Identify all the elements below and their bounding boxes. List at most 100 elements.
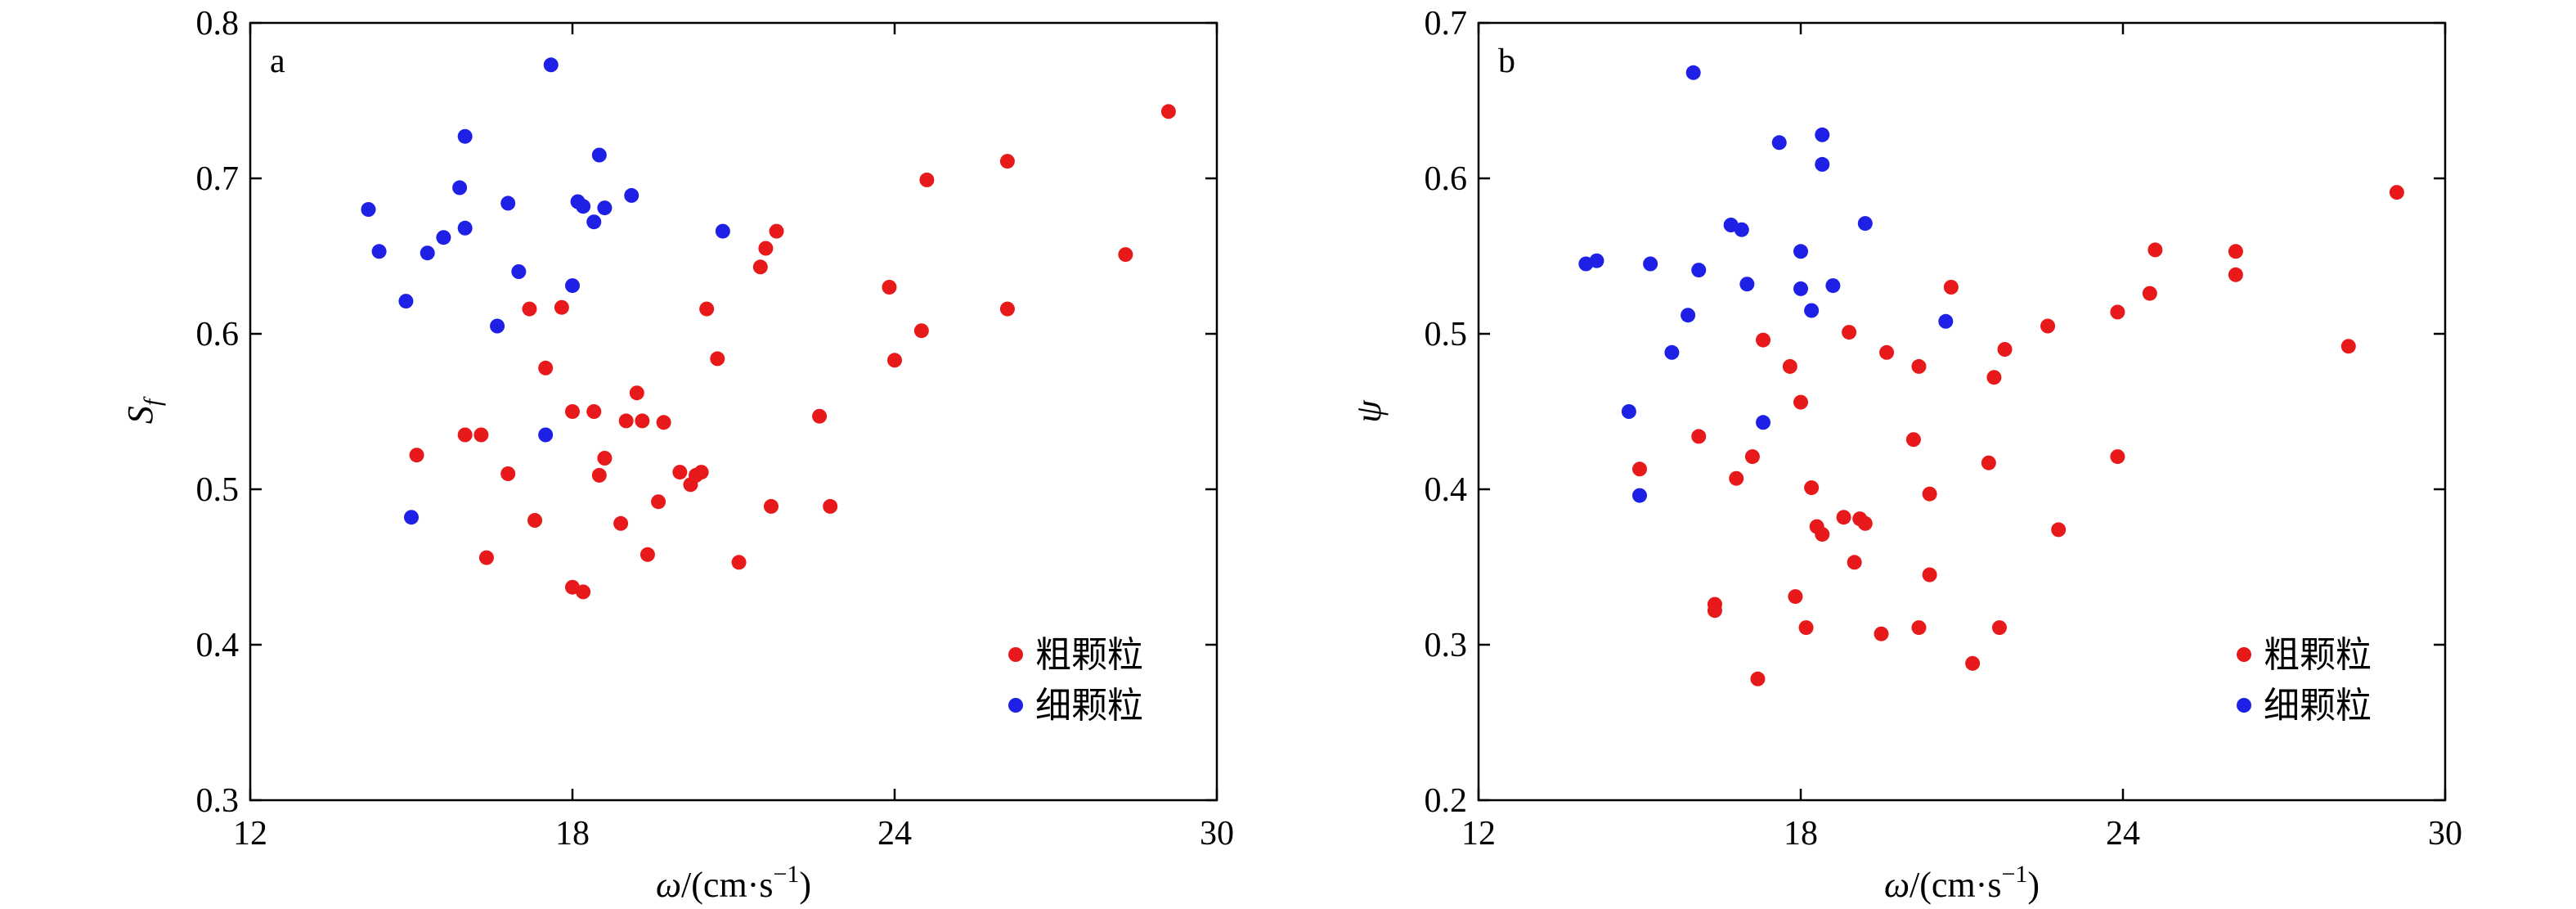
- data-point: [591, 147, 607, 163]
- data-point: [500, 466, 516, 481]
- y-tick-label: 0.7: [1425, 5, 1468, 43]
- data-point: [1632, 461, 1647, 477]
- data-point: [1750, 671, 1766, 686]
- data-point: [640, 547, 655, 562]
- data-point: [538, 427, 554, 443]
- y-tick-label: 0.4: [1425, 471, 1468, 509]
- data-point: [591, 467, 607, 483]
- data-point: [919, 172, 935, 187]
- data-point: [2051, 522, 2067, 538]
- data-point: [409, 448, 424, 463]
- data-point: [1804, 303, 1820, 318]
- y-tick-label: 0.3: [1425, 627, 1468, 664]
- x-axis-unit: /(cm·s: [1910, 865, 2001, 905]
- data-point: [1793, 394, 1808, 410]
- data-point: [2040, 318, 2056, 334]
- data-point: [731, 555, 747, 570]
- legend-marker: [2237, 698, 2251, 713]
- y-axis-title: Sf: [120, 396, 166, 424]
- data-point: [436, 230, 451, 245]
- data-point: [613, 515, 629, 531]
- x-axis-symbol: ω: [1884, 865, 1910, 905]
- data-point: [457, 128, 473, 144]
- data-point: [457, 427, 473, 443]
- x-axis-unit-exponent: −1: [773, 861, 799, 888]
- data-point: [565, 278, 580, 294]
- data-point: [1943, 280, 1959, 295]
- data-point: [1815, 156, 1830, 172]
- y-axis-symbol: S: [120, 406, 160, 424]
- panel-label: a: [270, 43, 285, 80]
- data-point: [527, 513, 543, 528]
- x-tick-label: 30: [2428, 815, 2462, 853]
- data-point: [1729, 470, 1744, 486]
- data-point: [500, 196, 516, 211]
- x-tick-label: 18: [1784, 815, 1818, 853]
- data-point: [1621, 404, 1636, 419]
- data-point: [672, 465, 688, 480]
- data-point: [576, 199, 591, 214]
- y-axis-title: ψ: [1349, 400, 1389, 423]
- data-point: [1857, 216, 1873, 232]
- data-point: [490, 318, 505, 334]
- data-point: [478, 550, 494, 565]
- y-tick-label: 0.5: [1425, 316, 1468, 353]
- plot-frame: [249, 21, 1218, 802]
- y-tick-label: 0.6: [1425, 160, 1468, 198]
- data-point: [2228, 244, 2243, 259]
- x-tick-label: 12: [233, 815, 267, 853]
- data-point: [1756, 332, 1771, 348]
- data-point: [715, 223, 730, 239]
- data-point: [576, 584, 591, 600]
- data-point: [511, 264, 527, 279]
- data-point: [1991, 620, 2007, 636]
- data-point: [1922, 486, 1937, 502]
- data-point: [597, 451, 613, 466]
- data-point: [586, 214, 602, 230]
- data-point: [1788, 589, 1803, 605]
- data-point: [1997, 342, 2013, 357]
- data-point: [586, 404, 602, 419]
- data-point: [1707, 603, 1722, 619]
- data-point: [1804, 480, 1820, 496]
- data-point: [457, 220, 473, 236]
- data-point: [371, 244, 387, 259]
- data-point: [656, 415, 671, 430]
- data-point: [1911, 358, 1927, 374]
- data-point: [361, 202, 376, 217]
- x-axis-unit-close: ): [799, 865, 811, 905]
- legend-label: 细颗粒: [2264, 686, 2372, 726]
- data-point: [812, 408, 828, 424]
- data-point: [999, 154, 1015, 169]
- data-point: [1922, 567, 1937, 583]
- y-tick-label: 0.2: [1425, 782, 1468, 820]
- x-tick-label: 30: [1200, 815, 1234, 853]
- x-axis-unit: /(cm·s: [681, 865, 773, 905]
- data-point: [618, 413, 634, 429]
- data-point: [2147, 242, 2163, 258]
- data-point: [651, 494, 666, 510]
- x-axis-title: ω/(cm·s−1): [1884, 861, 2040, 905]
- x-tick-label: 24: [2106, 815, 2140, 853]
- plot-frame: [1477, 21, 2447, 802]
- y-axis-subscript: f: [139, 396, 166, 406]
- legend-label: 粗颗粒: [2264, 635, 2372, 675]
- x-tick-label: 18: [555, 815, 590, 853]
- data-point: [1691, 429, 1707, 444]
- data-point: [522, 301, 537, 317]
- data-point: [1685, 65, 1701, 80]
- data-point: [763, 498, 779, 514]
- data-point: [398, 294, 414, 309]
- data-point: [1938, 313, 1954, 329]
- data-point: [1825, 278, 1841, 294]
- data-point: [1798, 620, 1814, 636]
- data-point: [1793, 281, 1808, 296]
- data-point: [1681, 308, 1696, 323]
- series-coarse: [409, 104, 1176, 600]
- y-tick-label: 0.6: [196, 316, 240, 353]
- x-tick-label: 24: [877, 815, 912, 853]
- data-point: [1815, 527, 1830, 542]
- data-point: [624, 187, 640, 203]
- data-point: [1836, 510, 1851, 525]
